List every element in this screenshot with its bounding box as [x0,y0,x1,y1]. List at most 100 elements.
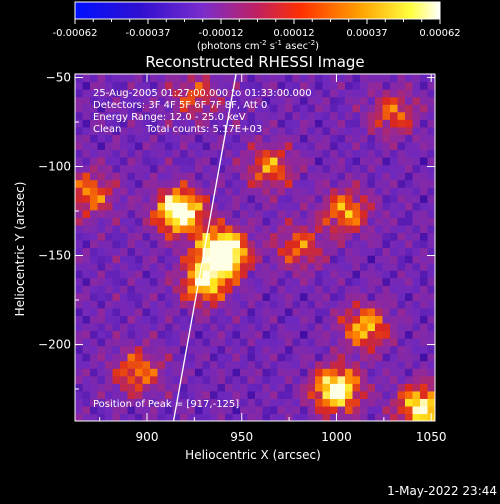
heatmap-cell [277,368,286,377]
heatmap-cell [405,194,414,203]
heatmap-cell [330,74,339,83]
heatmap-cell [412,413,421,421]
heatmap-cell [202,187,211,196]
heatmap-cell [187,194,196,203]
heatmap-cell [210,239,219,249]
heatmap-cell [300,338,309,347]
heatmap-cell [285,262,294,271]
heatmap-cell [412,247,421,256]
heatmap-cell [337,285,346,294]
heatmap-cell [285,217,294,226]
heatmap-cell [180,141,189,151]
heatmap-cell [180,96,189,105]
heatmap-cell [82,164,91,173]
heatmap-cell [420,217,429,226]
heatmap-cell [202,277,211,286]
heatmap-cell [157,353,166,362]
heatmap-cell [360,300,369,309]
heatmap-cell [390,74,399,83]
heatmap-cell [225,383,234,392]
heatmap-cell [307,413,316,421]
heatmap-cell [262,224,271,234]
heatmap-cell [420,345,429,354]
heatmap-cell [330,338,339,347]
heatmap-cell [337,172,346,181]
heatmap-cell [165,390,174,399]
heatmap-cell [382,141,391,151]
heatmap-cell [202,322,211,332]
heatmap-cell [270,345,279,354]
heatmap-cell [157,330,166,339]
heatmap-cell [247,172,256,181]
heatmap-cell [300,149,309,158]
heatmap-cell [405,172,414,181]
heatmap-cell [97,239,106,249]
heatmap-cell [397,285,406,294]
heatmap-cell [240,338,249,347]
heatmap-cell [315,89,324,98]
heatmap-cell [210,156,219,166]
heatmap-cell [330,239,339,249]
heatmap-cell [210,232,219,241]
heatmap-cell [187,255,196,264]
heatmap-cell [427,398,435,407]
heatmap-cell [112,172,121,181]
annotation-energy-range: Energy Range: 12.0 - 25.0 keV [93,112,246,123]
heatmap-cell [105,224,114,234]
heatmap-cell [127,413,136,421]
heatmap-cell [105,398,114,407]
heatmap-cell [225,247,234,256]
heatmap-cell [180,134,189,143]
heatmap-cell [120,81,129,90]
heatmap-cell [345,74,354,83]
heatmap-cell [322,187,331,196]
heatmap-cell [165,307,174,316]
heatmap-cell [120,126,129,135]
heatmap-cell [127,74,136,83]
heatmap-cell [225,187,234,196]
heatmap-cell [285,375,294,384]
heatmap-cell [112,224,121,234]
heatmap-cell [90,239,99,249]
heatmap-cell [405,277,414,286]
heatmap-cell [345,383,354,392]
heatmap-cell [292,217,301,226]
heatmap-cell [352,141,361,151]
heatmap-cell [277,141,286,151]
heatmap-cell [270,141,279,151]
heatmap-cell [187,247,196,256]
heatmap-cell [330,315,339,324]
heatmap-cell [270,390,279,399]
heatmap-cell [382,292,391,301]
heatmap-cell [135,96,144,105]
heatmap-cell [180,255,189,264]
heatmap-cell [135,202,144,211]
heatmap-cell [120,270,129,279]
heatmap-cell [412,270,421,279]
heatmap-cell [277,179,286,188]
colorbar-unit: (photons cm-2 s-1 asec-2) [197,39,319,52]
heatmap-cell [247,307,256,316]
heatmap-cell [375,338,384,347]
heatmap-cell [292,134,301,143]
heatmap-cell [202,262,211,271]
heatmap-cell [187,277,196,286]
heatmap-cell [420,270,429,279]
heatmap-cell [82,292,91,301]
heatmap-cell [187,104,196,113]
heatmap-cell [315,239,324,249]
heatmap-cell [322,239,331,249]
heatmap-cell [285,322,294,332]
heatmap-cell [352,330,361,339]
heatmap-cell [427,368,435,377]
heatmap-cell [322,119,331,128]
heatmap-cell [120,104,129,113]
heatmap-cell [105,172,114,181]
heatmap-cell [382,239,391,249]
heatmap-cell [112,217,121,226]
heatmap-cell [157,368,166,377]
heatmap-cell [150,292,159,301]
heatmap-cell [255,89,264,98]
heatmap-cell [202,338,211,347]
heatmap-cell [157,96,166,105]
